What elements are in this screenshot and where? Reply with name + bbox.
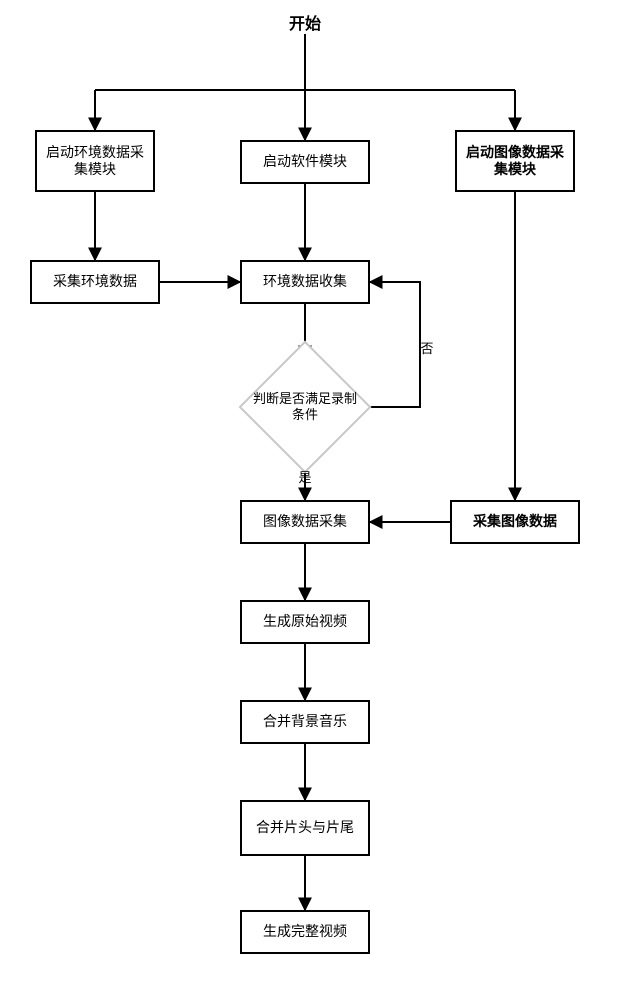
node-env-gather: 环境数据收集 bbox=[240, 260, 370, 304]
node-text: 生成完整视频 bbox=[263, 923, 347, 941]
node-merge-titles: 合并片头与片尾 bbox=[240, 800, 370, 856]
node-text: 合并背景音乐 bbox=[263, 713, 347, 731]
node-text: 采集图像数据 bbox=[473, 513, 557, 531]
node-text: 生成原始视频 bbox=[263, 613, 347, 631]
node-sw-start: 启动软件模块 bbox=[240, 140, 370, 184]
node-env-collect: 采集环境数据 bbox=[30, 260, 160, 304]
yes-label: 是 bbox=[292, 467, 318, 486]
node-img-start: 启动图像数据采集模块 bbox=[455, 130, 575, 192]
node-decision: 判断是否满足录制条件 bbox=[258, 360, 352, 454]
node-merge-bgm: 合并背景音乐 bbox=[240, 700, 370, 744]
node-text: 环境数据收集 bbox=[263, 273, 347, 291]
no-label: 否 bbox=[414, 338, 440, 357]
node-text: 采集环境数据 bbox=[53, 273, 137, 291]
decision-text: 判断是否满足录制条件 bbox=[247, 391, 363, 424]
node-gen-raw: 生成原始视频 bbox=[240, 600, 370, 644]
node-img-gather: 图像数据采集 bbox=[240, 500, 370, 544]
start-text: 开始 bbox=[289, 16, 321, 33]
node-text: 合并片头与片尾 bbox=[256, 819, 354, 837]
no-text: 否 bbox=[420, 341, 433, 356]
node-gen-full: 生成完整视频 bbox=[240, 910, 370, 954]
node-env-start: 启动环境数据采集模块 bbox=[35, 130, 155, 192]
node-text: 启动环境数据采集模块 bbox=[43, 144, 147, 179]
node-img-collect: 采集图像数据 bbox=[450, 500, 580, 544]
node-text: 判断是否满足录制条件 bbox=[239, 360, 371, 454]
yes-text: 是 bbox=[298, 470, 311, 485]
start-label: 开始 bbox=[265, 10, 345, 34]
node-text: 启动图像数据采集模块 bbox=[463, 144, 567, 179]
node-text: 图像数据采集 bbox=[263, 513, 347, 531]
node-text: 启动软件模块 bbox=[263, 153, 347, 171]
